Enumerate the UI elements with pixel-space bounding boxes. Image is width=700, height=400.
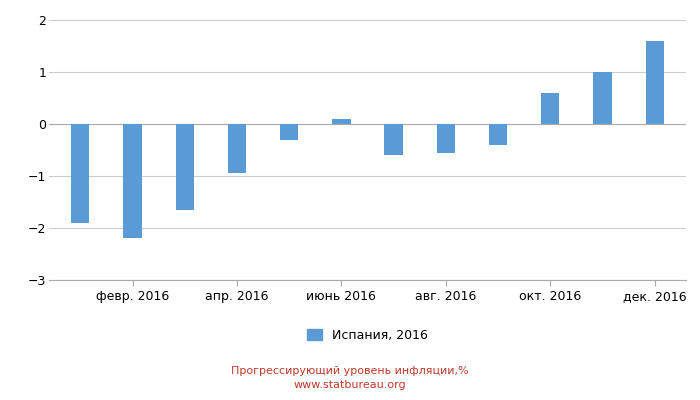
Bar <box>123 124 141 238</box>
Text: Прогрессирующий уровень инфляции,%
www.statbureau.org: Прогрессирующий уровень инфляции,% www.s… <box>231 366 469 390</box>
Bar <box>541 93 559 124</box>
Bar <box>489 124 508 145</box>
Bar <box>280 124 298 140</box>
Bar <box>332 119 351 124</box>
Legend: Испания, 2016: Испания, 2016 <box>302 324 433 346</box>
Bar <box>384 124 402 155</box>
Bar <box>437 124 455 152</box>
Bar <box>645 41 664 124</box>
Bar <box>594 72 612 124</box>
Bar <box>71 124 90 223</box>
Bar <box>176 124 194 210</box>
Bar <box>228 124 246 173</box>
